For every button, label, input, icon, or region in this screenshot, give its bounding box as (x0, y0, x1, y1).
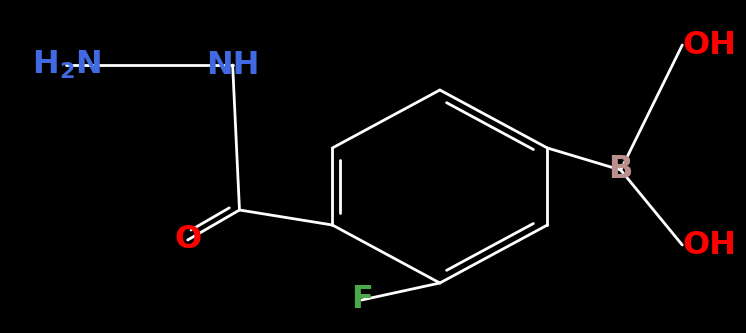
Text: B: B (609, 155, 633, 185)
Text: F: F (351, 284, 372, 315)
Text: NH: NH (206, 50, 260, 81)
Text: $\mathregular{H_2N}$: $\mathregular{H_2N}$ (32, 49, 101, 81)
Text: O: O (174, 224, 201, 255)
Text: OH: OH (683, 30, 736, 61)
Text: OH: OH (683, 229, 736, 260)
